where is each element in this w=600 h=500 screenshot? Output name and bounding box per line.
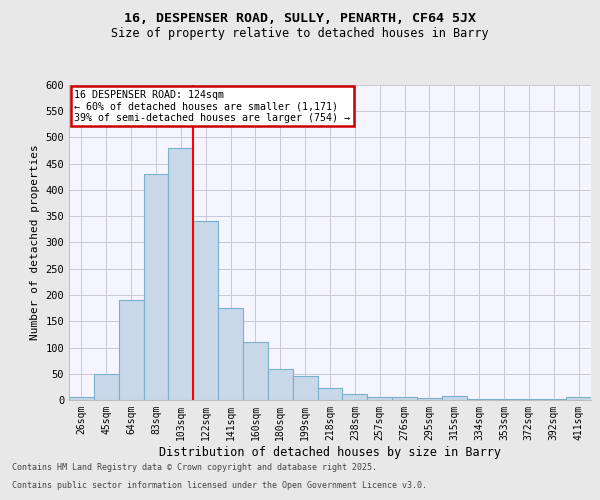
Y-axis label: Number of detached properties: Number of detached properties [30, 144, 40, 340]
Bar [442, 396, 467, 400]
Bar [169, 148, 193, 400]
Text: Size of property relative to detached houses in Barry: Size of property relative to detached ho… [111, 28, 489, 40]
Bar [467, 399, 491, 400]
Bar [343, 394, 367, 400]
Bar [392, 398, 417, 400]
Text: Contains public sector information licensed under the Open Government Licence v3: Contains public sector information licen… [12, 481, 427, 490]
Bar [218, 308, 243, 400]
Bar [317, 388, 343, 400]
Bar [119, 300, 143, 400]
Bar [566, 398, 591, 400]
Bar [94, 374, 119, 400]
Bar [293, 376, 317, 400]
Bar [243, 342, 268, 400]
Text: 16, DESPENSER ROAD, SULLY, PENARTH, CF64 5JX: 16, DESPENSER ROAD, SULLY, PENARTH, CF64… [124, 12, 476, 26]
Text: Contains HM Land Registry data © Crown copyright and database right 2025.: Contains HM Land Registry data © Crown c… [12, 464, 377, 472]
Bar [417, 398, 442, 400]
Bar [268, 368, 293, 400]
Bar [69, 398, 94, 400]
X-axis label: Distribution of detached houses by size in Barry: Distribution of detached houses by size … [159, 446, 501, 458]
Bar [367, 397, 392, 400]
Bar [193, 222, 218, 400]
Bar [143, 174, 169, 400]
Text: 16 DESPENSER ROAD: 124sqm
← 60% of detached houses are smaller (1,171)
39% of se: 16 DESPENSER ROAD: 124sqm ← 60% of detac… [74, 90, 350, 123]
